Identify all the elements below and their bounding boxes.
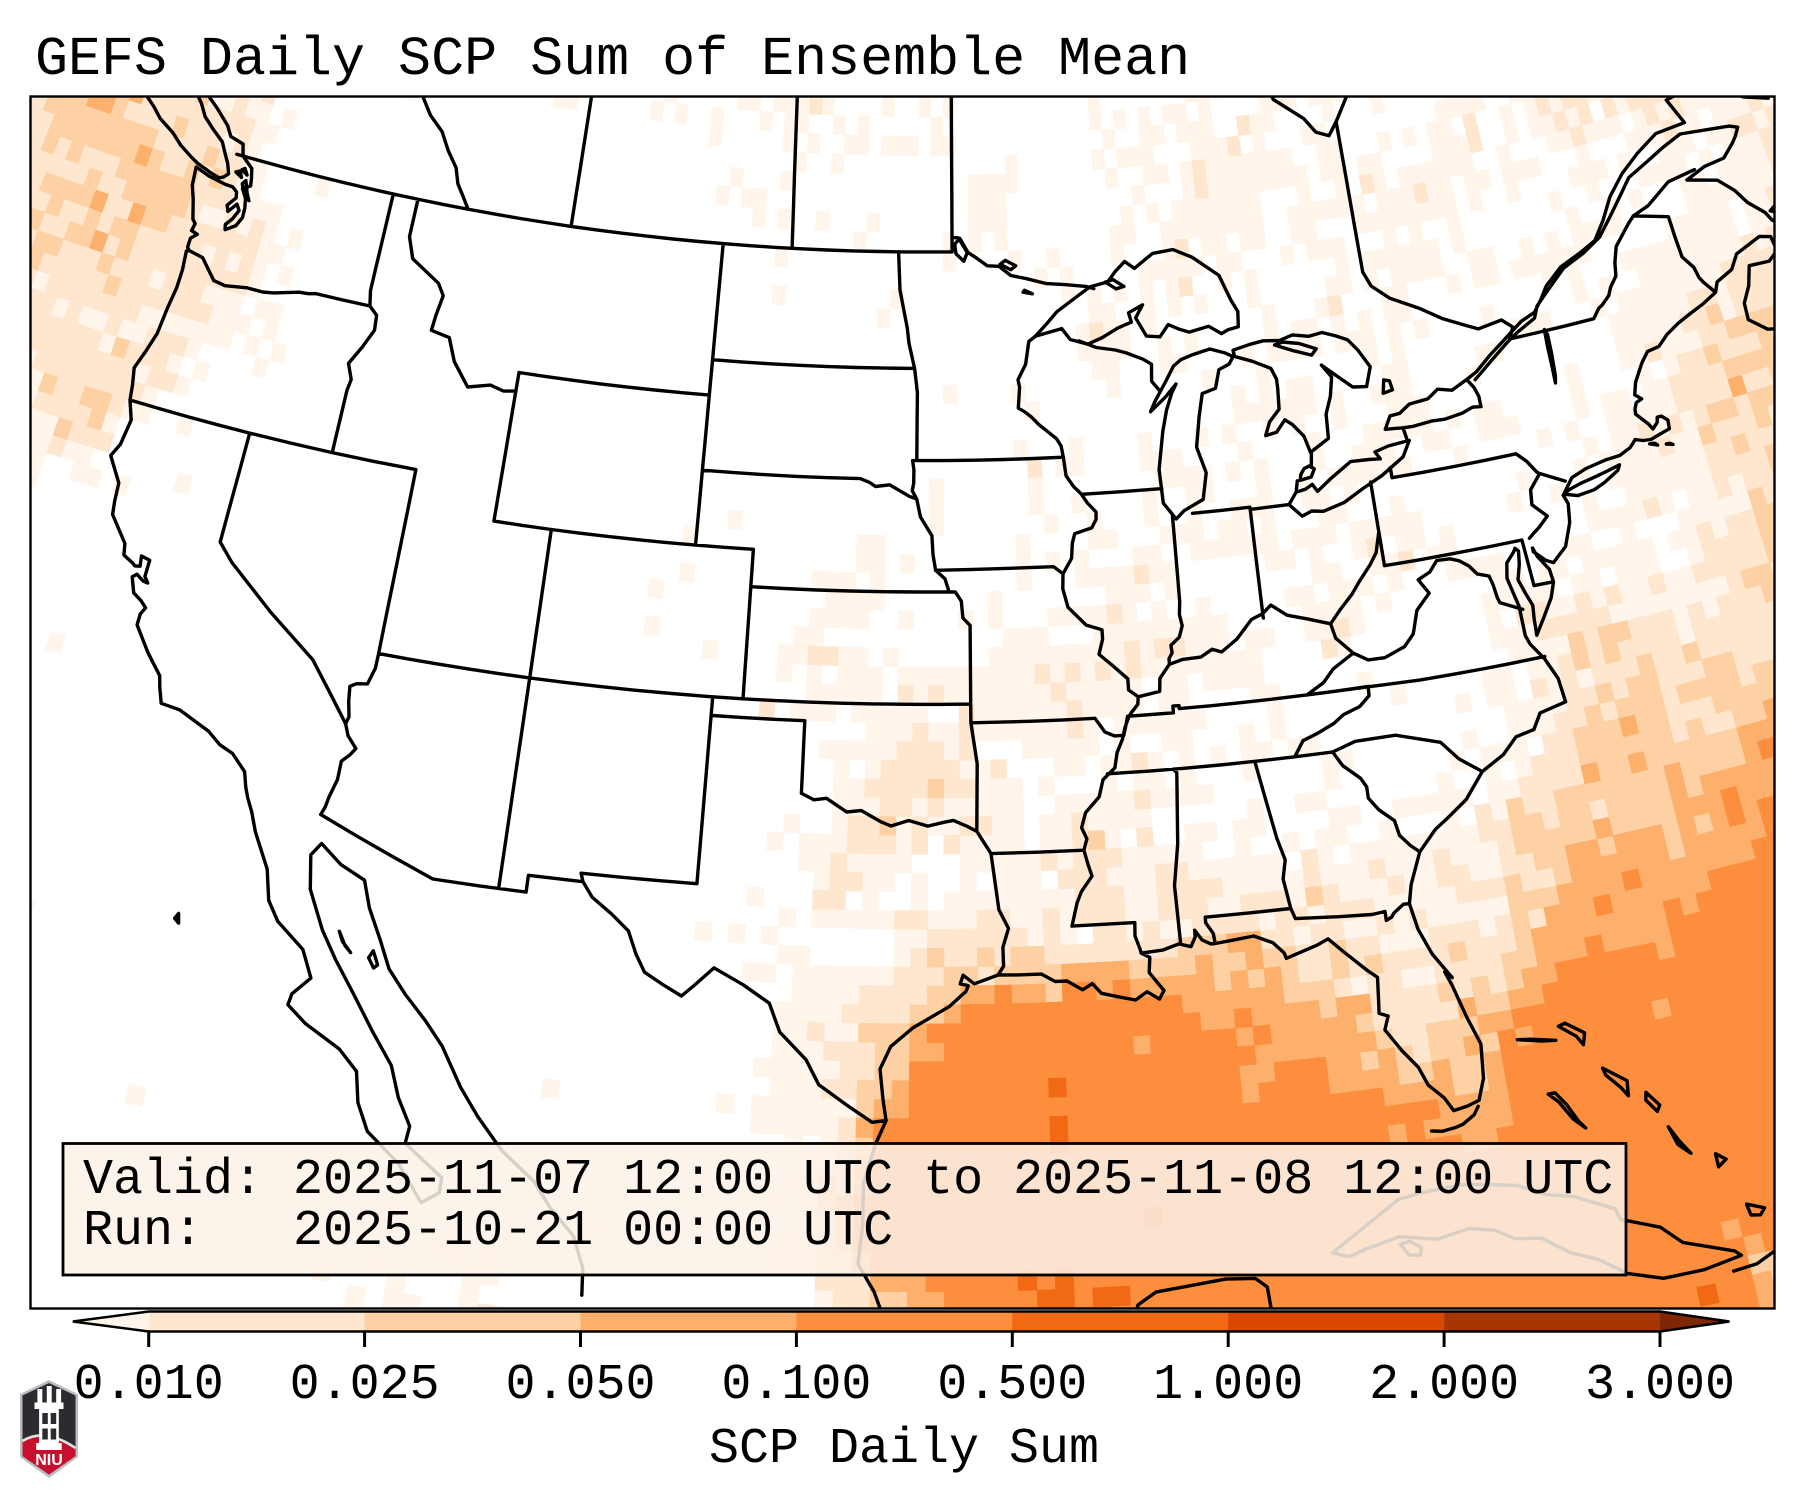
svg-text:GEFS Daily SCP Sum of Ensemble: GEFS Daily SCP Sum of Ensemble Mean bbox=[35, 28, 1190, 91]
svg-text:Valid: 2025-11-07 12:00 UTC to: Valid: 2025-11-07 12:00 UTC to 2025-11-0… bbox=[83, 1152, 1613, 1209]
svg-text:2.000: 2.000 bbox=[1369, 1357, 1519, 1414]
svg-text:0.010: 0.010 bbox=[74, 1357, 224, 1414]
svg-text:0.050: 0.050 bbox=[505, 1357, 655, 1414]
svg-text:0.025: 0.025 bbox=[290, 1357, 440, 1414]
svg-text:0.100: 0.100 bbox=[721, 1357, 871, 1414]
svg-text:3.000: 3.000 bbox=[1585, 1357, 1735, 1414]
svg-text:0.500: 0.500 bbox=[937, 1357, 1087, 1414]
svg-text:NIU: NIU bbox=[35, 1452, 63, 1469]
svg-text:1.000: 1.000 bbox=[1153, 1357, 1303, 1414]
svg-text:SCP Daily Sum: SCP Daily Sum bbox=[709, 1421, 1099, 1478]
svg-text:Run: 2025-10-21 00:00 UTC: Run: 2025-10-21 00:00 UTC bbox=[83, 1203, 893, 1260]
